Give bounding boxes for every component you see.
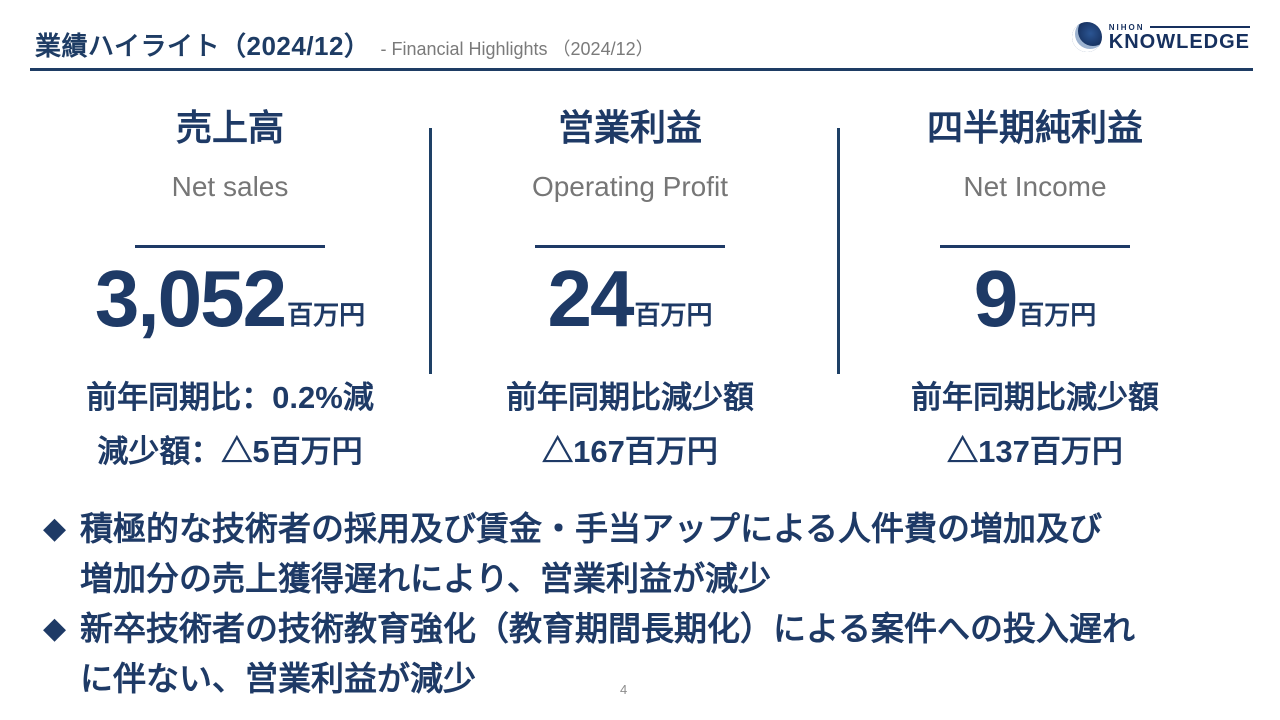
bullet-text: 新卒技術者の技術教育強化（教育期間長期化）による案件への投入遅れ に伴ない、営業… bbox=[80, 604, 1135, 704]
logo-top-row: NIHON bbox=[1109, 23, 1250, 32]
logo-rule bbox=[1149, 26, 1250, 28]
page-subtitle: - Financial Highlights （2024/12） bbox=[380, 39, 654, 59]
bullet-line: 新卒技術者の技術教育強化（教育期間長期化）による案件への投入遅れ bbox=[80, 610, 1136, 647]
metric-label-ja: 売上高 bbox=[175, 107, 284, 148]
logo-text: NIHON KNOWLEDGE bbox=[1109, 23, 1250, 52]
metric-note-1: 前年同期比：0.2%減 bbox=[86, 380, 374, 415]
bullet-line: に伴ない、営業利益が減少 bbox=[80, 660, 476, 697]
metric-underline bbox=[940, 245, 1130, 248]
bullet-line: 積極的な技術者の採用及び賃金・手当アップによる人件費の増加及び bbox=[80, 510, 1103, 547]
metric-net-income: 四半期純利益 Net Income 9 百万円 前年同期比減少額 △137百万円 bbox=[845, 108, 1225, 472]
metric-unit: 百万円 bbox=[634, 300, 713, 330]
logo-knowledge-label: KNOWLEDGE bbox=[1108, 30, 1250, 53]
bullet-item: ◆ 新卒技術者の技術教育強化（教育期間長期化）による案件への投入遅れ に伴ない、… bbox=[43, 604, 1243, 704]
metric-note-1: 前年同期比減少額 bbox=[506, 380, 754, 415]
metric-underline bbox=[535, 245, 725, 248]
metric-label-en: Operating Profit bbox=[531, 171, 729, 202]
metric-note-1: 前年同期比減少額 bbox=[911, 380, 1159, 415]
metric-note-2: △137百万円 bbox=[947, 434, 1123, 469]
metric-note-2: 減少額：△5百万円 bbox=[97, 434, 363, 469]
bullet-text: 積極的な技術者の採用及び賃金・手当アップによる人件費の増加及び 増加分の売上獲得… bbox=[80, 504, 1102, 604]
company-logo: NIHON KNOWLEDGE bbox=[1071, 22, 1250, 52]
metric-value-row: 9 百万円 bbox=[845, 258, 1225, 340]
diamond-bullet-icon: ◆ bbox=[43, 612, 67, 645]
metric-net-sales: 売上高 Net sales 3,052 百万円 前年同期比：0.2%減 減少額：… bbox=[40, 108, 420, 472]
metric-value-row: 3,052 百万円 bbox=[40, 258, 420, 340]
globe-icon bbox=[1071, 22, 1102, 52]
metric-value: 9 bbox=[973, 254, 1018, 343]
logo-nihon-label: NIHON bbox=[1108, 22, 1145, 32]
metric-underline bbox=[135, 245, 325, 248]
column-divider-2 bbox=[837, 128, 840, 374]
metric-label-ja: 四半期純利益 bbox=[926, 107, 1143, 148]
page-title: 業績ハイライト（2024/12） bbox=[35, 31, 371, 61]
metric-unit: 百万円 bbox=[1018, 300, 1097, 330]
metric-unit: 百万円 bbox=[287, 300, 366, 330]
page-number: 4 bbox=[620, 682, 628, 697]
bullet-line: 増加分の売上獲得遅れにより、営業利益が減少 bbox=[80, 560, 772, 597]
metric-value: 24 bbox=[547, 254, 635, 343]
diamond-bullet-icon: ◆ bbox=[43, 512, 67, 545]
column-divider-1 bbox=[429, 128, 432, 374]
bullet-item: ◆ 積極的な技術者の採用及び賃金・手当アップによる人件費の増加及び 増加分の売上… bbox=[43, 504, 1243, 604]
metric-value-row: 24 百万円 bbox=[440, 258, 820, 340]
metric-label-ja: 営業利益 bbox=[557, 107, 702, 148]
metric-operating-profit: 営業利益 Operating Profit 24 百万円 前年同期比減少額 △1… bbox=[440, 108, 820, 472]
header-divider bbox=[30, 68, 1253, 71]
metric-note-2: △167百万円 bbox=[542, 434, 718, 469]
metric-label-en: Net sales bbox=[171, 171, 289, 202]
metric-label-en: Net Income bbox=[963, 171, 1107, 202]
metric-value: 3,052 bbox=[94, 254, 287, 343]
remarks-section: ◆ 積極的な技術者の採用及び賃金・手当アップによる人件費の増加及び 増加分の売上… bbox=[43, 504, 1243, 704]
slide-header: 業績ハイライト（2024/12） - Financial Highlights … bbox=[35, 26, 654, 63]
